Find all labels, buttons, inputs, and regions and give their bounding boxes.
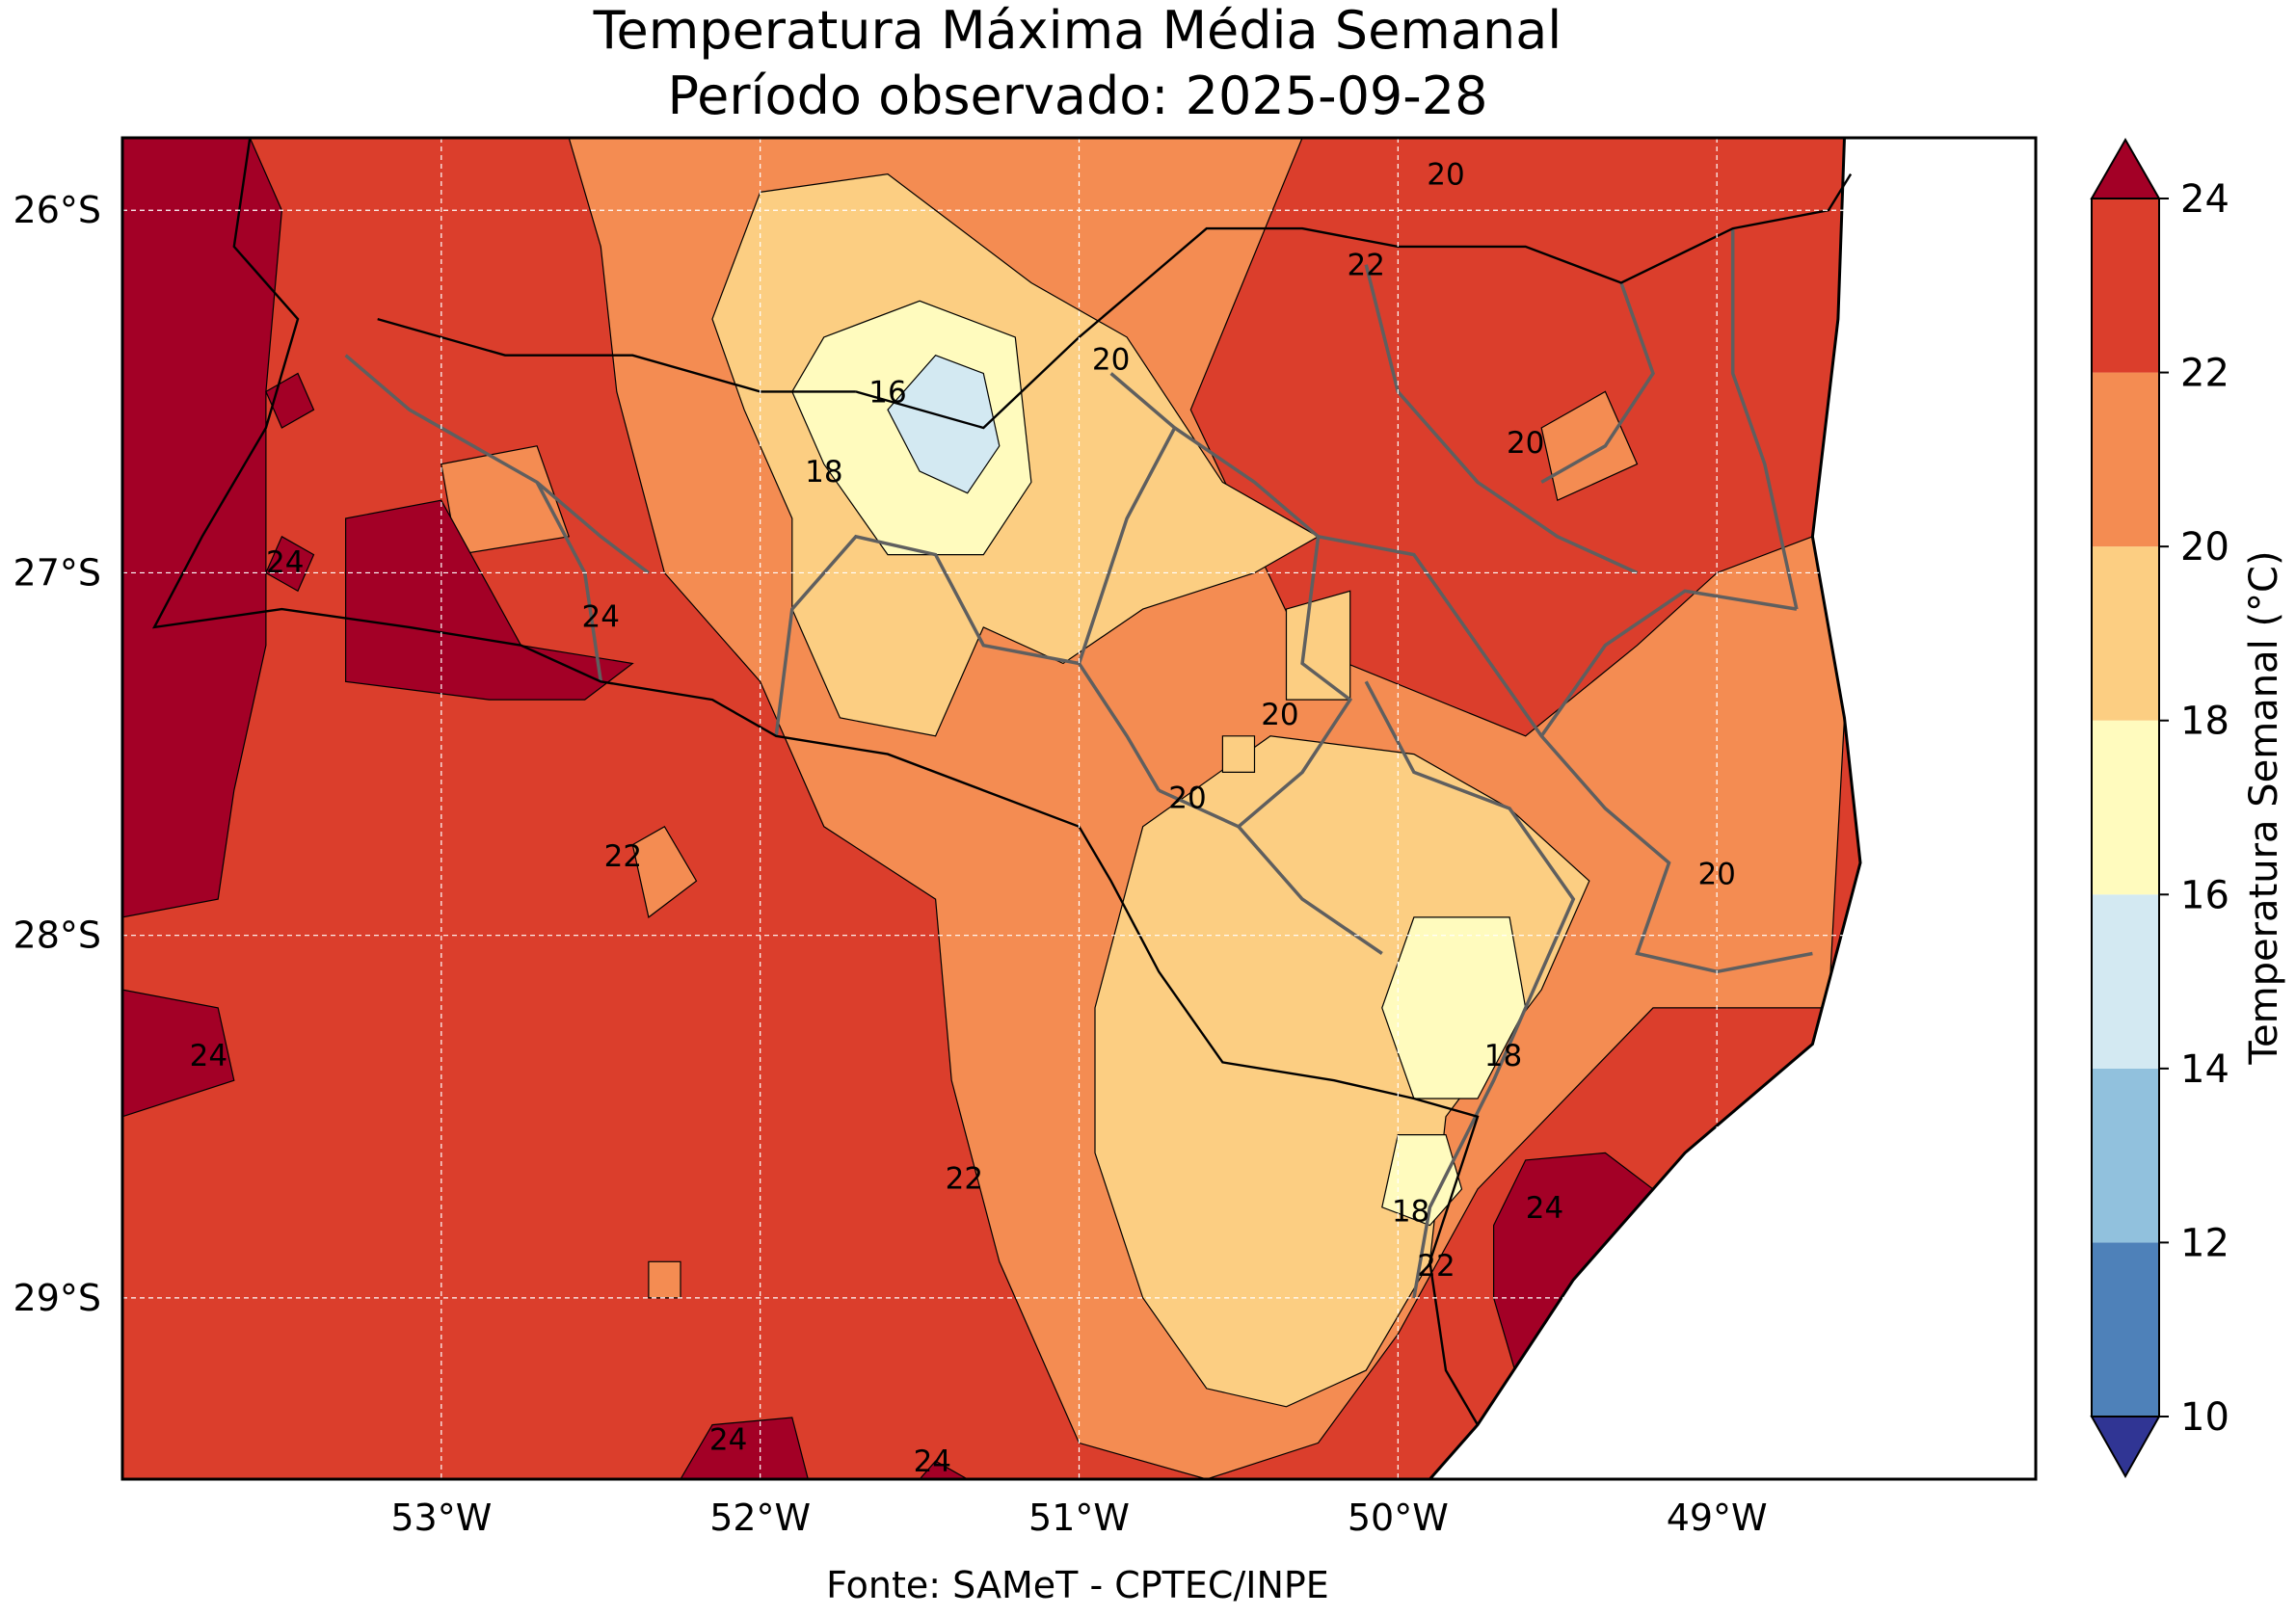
latitude-tick-label: 29°S: [13, 1277, 101, 1319]
microregion-boundary: [1540, 281, 1655, 484]
temperature-region: [680, 1417, 809, 1479]
map-frame: [120, 136, 2038, 1481]
colorbar-segment: [2092, 372, 2159, 547]
temperature-region: [1285, 590, 1351, 701]
ocean-mask: [1429, 138, 2036, 1479]
contour-label: 24: [709, 1423, 747, 1458]
colorbar-segment: [2092, 720, 2159, 895]
colorbar-tick-label: 16: [2180, 873, 2229, 917]
temperature-region: [265, 535, 315, 593]
microregion-boundary: [1539, 589, 1798, 737]
microregion-boundary: [1364, 264, 1639, 575]
longitude-tick-label: 50°W: [1348, 1497, 1449, 1539]
contour-label: 22: [1417, 1249, 1455, 1284]
contour-label: 24: [914, 1444, 951, 1479]
colorbar-segment: [2092, 1068, 2159, 1243]
coastline: [1428, 138, 1862, 1479]
colorbar-under-arrow: [2090, 1416, 2161, 1479]
colorbar-tick-label: 10: [2180, 1395, 2229, 1440]
temperature-region: [345, 499, 634, 701]
microregion-boundary: [344, 354, 650, 574]
latitude-tick-label: 27°S: [13, 551, 101, 594]
contour-label: 18: [1392, 1195, 1429, 1230]
microregion-boundary: [1077, 372, 1177, 665]
microregion-boundary: [1158, 426, 1353, 829]
microregion-boundary: [1364, 680, 1576, 1299]
state-border: [151, 138, 1480, 1426]
colorbar: 10 12 14 16 18 20 22 24 Temperatura Semanal (°C…: [2090, 137, 2286, 1479]
colorbar-over-arrow: [2090, 137, 2161, 199]
contour-label: 20: [1261, 698, 1298, 732]
colorbar-segment: [2092, 199, 2159, 373]
map-area: 16 18 20 20 22 20 24 24 20 20 22 20 18 24 22 18 24 22 24 24…: [13, 136, 2038, 1539]
latitude-ticks: 26°S 27°S 28°S 29°S: [13, 189, 101, 1319]
longitude-tick-label: 53°W: [390, 1497, 492, 1539]
temperature-region: [1221, 735, 1256, 774]
colorbar-tick-label: 22: [2180, 352, 2229, 396]
microregion-boundary: [774, 534, 1161, 792]
contour-label: 22: [946, 1162, 983, 1197]
contour-label: 20: [1507, 426, 1544, 461]
temperature-region: [1381, 916, 1527, 1099]
colorbar-segment: [2092, 546, 2159, 721]
contour-label: 16: [868, 375, 906, 410]
longitude-tick-label: 52°W: [709, 1497, 811, 1539]
temperature-region: [122, 989, 235, 1118]
contour-label: 24: [1526, 1191, 1563, 1226]
colorbar-frame: [2091, 198, 2160, 1417]
temperature-region: [1381, 1133, 1463, 1227]
longitude-ticks: 53°W 52°W 51°W 50°W 49°W: [390, 1497, 1767, 1539]
colorbar-ticks: 10 12 14 16 18 20 22 24: [2159, 177, 2229, 1440]
latitude-tick-label: 26°S: [13, 189, 101, 231]
contour-label: 20: [1427, 158, 1464, 193]
gridlines: [122, 138, 2036, 1479]
contour-label: 20: [1697, 858, 1735, 892]
contour-label: 18: [805, 455, 842, 490]
contour-label: 20: [1092, 342, 1130, 377]
temperature-region: [887, 354, 1001, 494]
temperature-region: [919, 1460, 969, 1479]
longitude-tick-label: 49°W: [1667, 1497, 1768, 1539]
contour-label: 24: [190, 1039, 227, 1073]
temperature-region: [122, 138, 283, 918]
colorbar-tick-label: 14: [2180, 1047, 2229, 1092]
latitude-tick-label: 28°S: [13, 914, 101, 957]
colorbar-tick-label: 12: [2180, 1221, 2229, 1265]
contour-label: 22: [1348, 249, 1385, 283]
microregion-boundary: [1730, 228, 1799, 610]
contour-label: 22: [604, 839, 642, 874]
temperature-region: [631, 825, 698, 918]
colorbar-tick-label: 18: [2180, 700, 2229, 744]
colorbar-segment: [2092, 1242, 2159, 1417]
microregion-boundary: [1318, 535, 1813, 974]
colorbar-label: Temperatura Semanal (°C): [2242, 550, 2286, 1065]
colorbar-tick-label: 24: [2180, 177, 2229, 222]
map-title-line-2: Período observado: 2025-09-28: [667, 66, 1487, 126]
map-title-line-1: Temperatura Máxima Média Semanal: [593, 0, 1562, 61]
state-border: [855, 172, 1853, 430]
colorbar-segment: [2092, 894, 2159, 1069]
longitude-tick-label: 51°W: [1028, 1497, 1130, 1539]
colorbar-tick-label: 20: [2180, 525, 2229, 570]
colorbar-segments: [2092, 199, 2159, 1417]
contour-label: 20: [1168, 782, 1206, 816]
contour-label: 24: [582, 600, 620, 635]
temperature-region: [648, 1260, 681, 1299]
state-border: [377, 317, 856, 393]
contour-label: 18: [1484, 1039, 1522, 1073]
contour-labels: 16 18 20 20 22 20 24 24 20 20 22 20 18 24 22 18 24 22 24 24: [190, 158, 1736, 1479]
contour-label: 24: [266, 545, 304, 580]
source-credit: Fonte: SAMeT - CPTEC/INPE: [826, 1564, 1329, 1606]
